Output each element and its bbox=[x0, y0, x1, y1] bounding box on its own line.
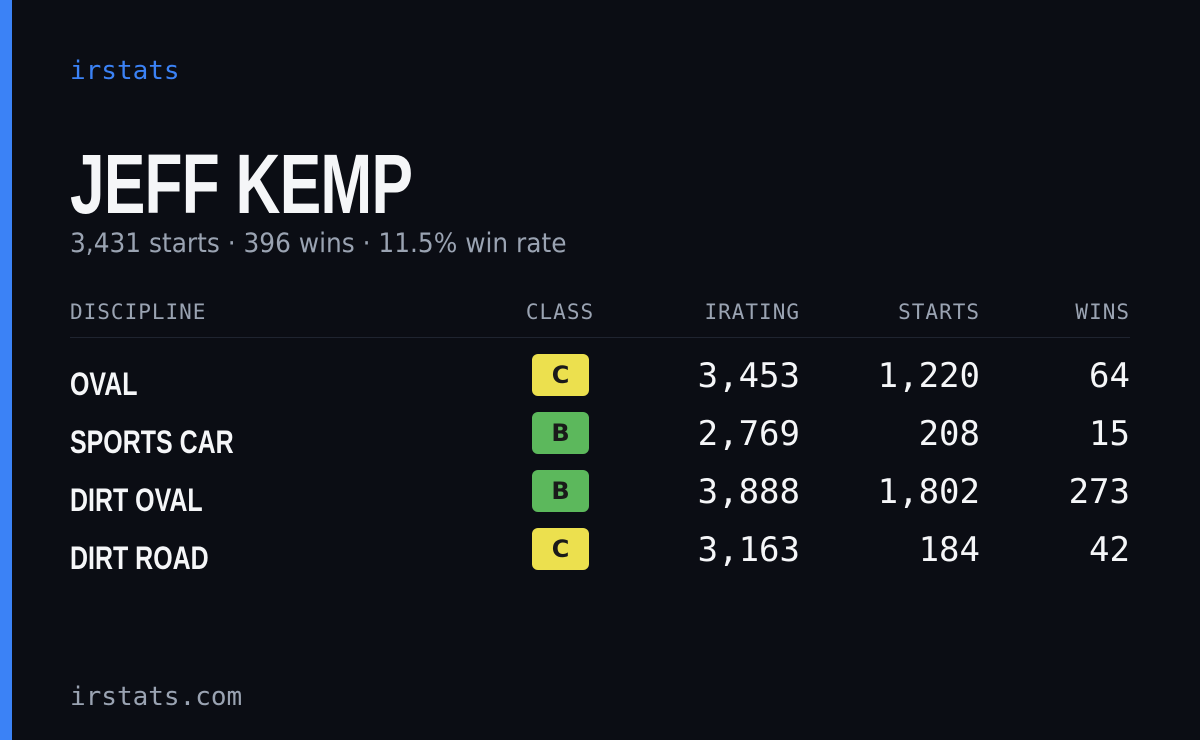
column-header: STARTS bbox=[898, 300, 980, 324]
title: JEFF KEMP bbox=[70, 137, 413, 231]
starts: 1,220 bbox=[877, 356, 980, 396]
irating: 3,453 bbox=[697, 356, 800, 396]
footer: irstats.com bbox=[70, 682, 243, 712]
starts: 208 bbox=[918, 414, 980, 454]
column-header: WINS bbox=[1075, 300, 1130, 324]
brand: irstats bbox=[70, 56, 180, 86]
column-header: CLASS bbox=[525, 300, 595, 324]
column-header: DISCIPLINE bbox=[70, 300, 207, 324]
discipline: DIRT OVAL bbox=[70, 482, 203, 518]
wins: 15 bbox=[1089, 414, 1130, 454]
wins: 42 bbox=[1089, 530, 1130, 570]
class-badge: B bbox=[532, 412, 589, 454]
starts: 1,802 bbox=[877, 472, 980, 512]
discipline: SPORTS CAR bbox=[70, 424, 234, 460]
accent-bar bbox=[0, 0, 12, 740]
class-badge: C bbox=[532, 354, 589, 396]
discipline: OVAL bbox=[70, 366, 138, 402]
irating: 2,769 bbox=[697, 414, 800, 454]
wins: 273 bbox=[1068, 472, 1130, 512]
irating: 3,888 bbox=[697, 472, 800, 512]
wins: 64 bbox=[1089, 356, 1130, 396]
class-badge: C bbox=[532, 528, 589, 570]
subtitle: 3,431 starts · 396 wins · 11.5% win rate bbox=[70, 228, 567, 259]
class-badge: B bbox=[532, 470, 589, 512]
header-rule bbox=[70, 337, 1130, 338]
starts: 184 bbox=[918, 530, 980, 570]
irating: 3,163 bbox=[697, 530, 800, 570]
column-header: IRATING bbox=[704, 300, 800, 324]
discipline: DIRT ROAD bbox=[70, 540, 209, 576]
